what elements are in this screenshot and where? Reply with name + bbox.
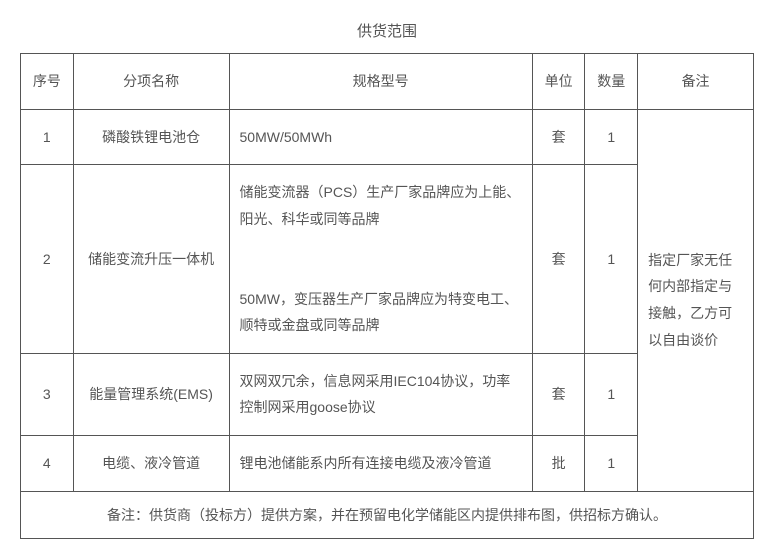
cell-unit: 套 [532, 353, 585, 435]
table-header-row: 序号 分项名称 规格型号 单位 数量 备注 [21, 54, 754, 110]
cell-seq: 3 [21, 353, 74, 435]
cell-merged-note: 指定厂家无任何内部指定与接触，乙方可以自由谈价 [638, 109, 754, 491]
cell-unit: 套 [532, 165, 585, 354]
cell-qty: 1 [585, 353, 638, 435]
supply-scope-table: 序号 分项名称 规格型号 单位 数量 备注 1 磷酸铁锂电池仓 50MW/50M… [20, 53, 754, 539]
col-unit: 单位 [532, 54, 585, 110]
cell-qty: 1 [585, 435, 638, 491]
cell-seq: 2 [21, 165, 74, 354]
cell-name: 磷酸铁锂电池仓 [73, 109, 229, 165]
cell-name: 电缆、液冷管道 [73, 435, 229, 491]
cell-spec: 双网双冗余，信息网采用IEC104协议，功率控制网采用goose协议 [229, 353, 532, 435]
cell-footnote: 备注：供货商（投标方）提供方案，并在预留电化学储能区内提供排布图，供招标方确认。 [21, 491, 754, 539]
table-title: 供货范围 [20, 20, 754, 41]
cell-name: 储能变流升压一体机 [73, 165, 229, 354]
table-row: 1 磷酸铁锂电池仓 50MW/50MWh 套 1 指定厂家无任何内部指定与接触，… [21, 109, 754, 165]
cell-unit: 套 [532, 109, 585, 165]
table-footnote-row: 备注：供货商（投标方）提供方案，并在预留电化学储能区内提供排布图，供招标方确认。 [21, 491, 754, 539]
col-note: 备注 [638, 54, 754, 110]
cell-spec: 储能变流器（PCS）生产厂家品牌应为上能、阳光、科华或同等品牌50MW，变压器生… [229, 165, 532, 354]
cell-unit: 批 [532, 435, 585, 491]
cell-qty: 1 [585, 165, 638, 354]
col-spec: 规格型号 [229, 54, 532, 110]
cell-qty: 1 [585, 109, 638, 165]
cell-spec: 锂电池储能系内所有连接电缆及液冷管道 [229, 435, 532, 491]
cell-spec: 50MW/50MWh [229, 109, 532, 165]
col-name: 分项名称 [73, 54, 229, 110]
cell-seq: 1 [21, 109, 74, 165]
cell-name: 能量管理系统(EMS) [73, 353, 229, 435]
cell-seq: 4 [21, 435, 74, 491]
col-qty: 数量 [585, 54, 638, 110]
col-seq: 序号 [21, 54, 74, 110]
